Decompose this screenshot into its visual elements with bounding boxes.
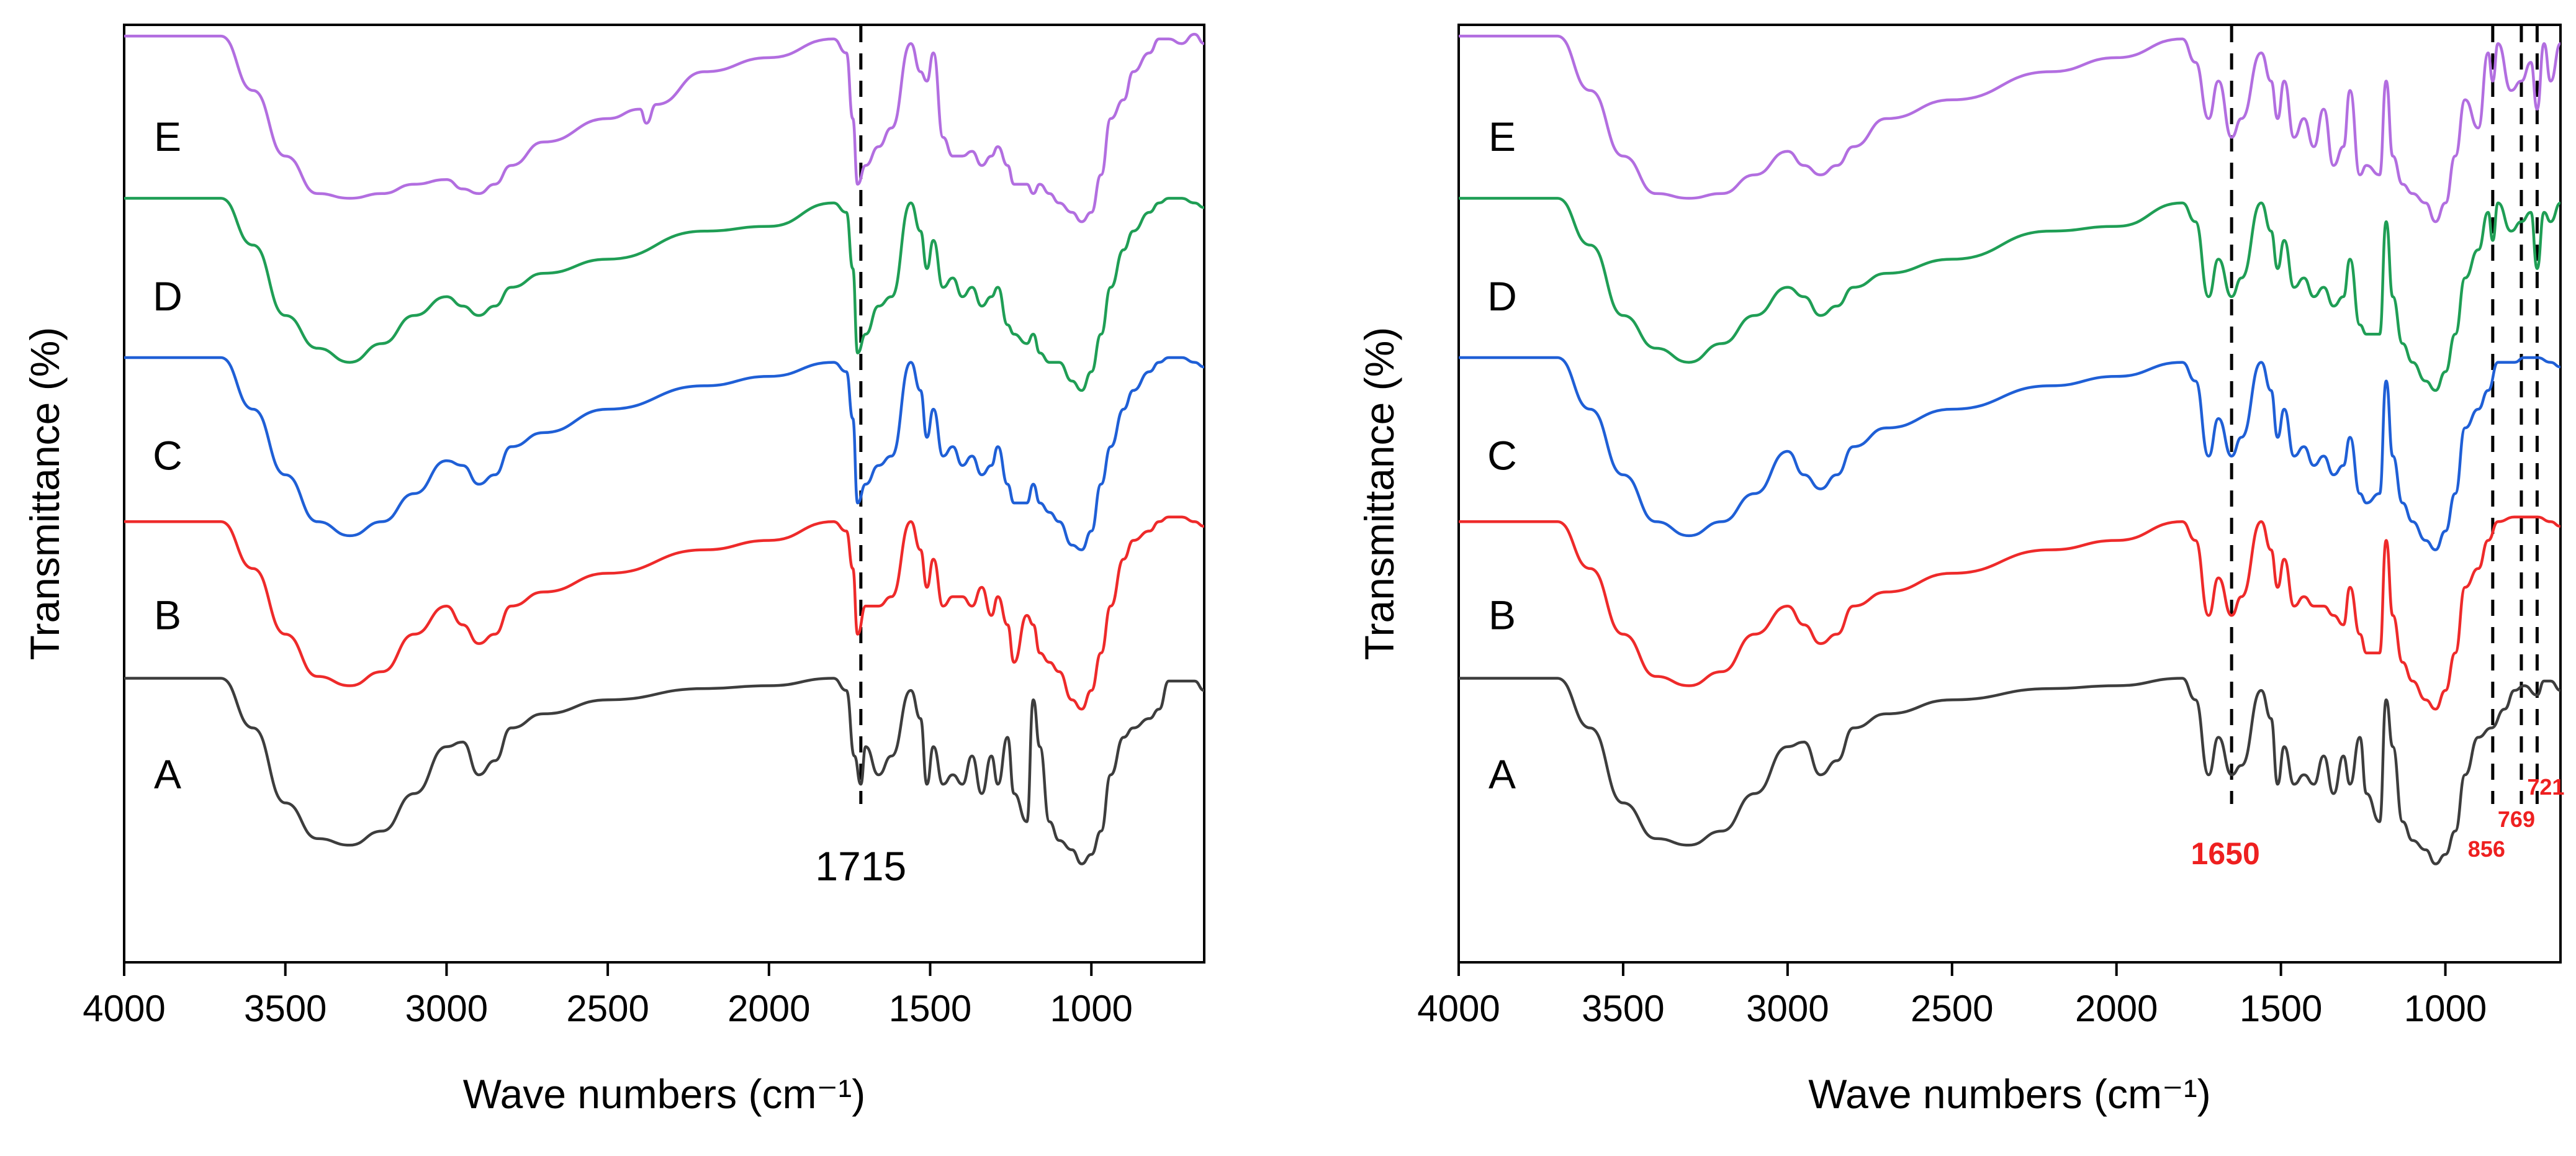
series-label-E: E bbox=[154, 114, 181, 160]
x-tick-label: 1500 bbox=[889, 988, 971, 1029]
series-line-A bbox=[1458, 677, 2561, 865]
reference-label: 721 bbox=[2527, 774, 2564, 800]
x-tick-label: 3500 bbox=[244, 988, 327, 1029]
y-axis-label: Transmittance (%) bbox=[1356, 327, 1402, 661]
left-panel: 4000 3500 3000 2500 2000 1500 1000 Wave numbers… bbox=[22, 24, 1205, 1117]
x-tick-label: 3000 bbox=[405, 988, 488, 1029]
series-label-A: A bbox=[1488, 751, 1516, 797]
plot-frame bbox=[123, 24, 1205, 964]
series-label-E: E bbox=[1488, 114, 1516, 160]
plot-frame bbox=[1457, 24, 2562, 964]
series-line-B bbox=[124, 515, 1205, 711]
reference-label: 1650 bbox=[2191, 836, 2260, 871]
x-axis-label: Wave numbers (cm⁻¹) bbox=[1808, 1071, 2210, 1117]
series-label-D: D bbox=[153, 273, 182, 319]
series-label-C: C bbox=[1487, 433, 1517, 479]
series-line-C bbox=[124, 356, 1205, 551]
reference-label: 856 bbox=[2468, 836, 2505, 862]
reference-label: 769 bbox=[2498, 806, 2535, 832]
series-line-D bbox=[1459, 197, 2561, 392]
series-line-E bbox=[1459, 34, 2562, 224]
x-tick-label: 4000 bbox=[83, 988, 165, 1029]
x-tick-label: 3500 bbox=[1582, 988, 1664, 1029]
x-tick-label: 4000 bbox=[1417, 988, 1500, 1029]
series-line-D bbox=[124, 197, 1205, 392]
x-tick-label: 2000 bbox=[727, 988, 810, 1029]
x-axis-label: Wave numbers (cm⁻¹) bbox=[463, 1071, 865, 1117]
x-tick-label: 2000 bbox=[2075, 988, 2158, 1029]
series-label-A: A bbox=[154, 751, 181, 797]
series-line-A bbox=[124, 677, 1205, 865]
series-label-B: B bbox=[154, 592, 181, 638]
y-axis-label: Transmittance (%) bbox=[22, 327, 68, 661]
x-tick-label: 1000 bbox=[1050, 988, 1132, 1029]
series-label-B: B bbox=[1488, 592, 1516, 638]
right-panel: 4000 3500 3000 2500 2000 1500 1000 Wave numbers… bbox=[1356, 24, 2564, 1117]
series-line-B bbox=[1458, 515, 2561, 711]
series-label-C: C bbox=[153, 433, 182, 479]
x-tick-label: 3000 bbox=[1746, 988, 1829, 1029]
x-tick-label: 2500 bbox=[566, 988, 649, 1029]
x-tick-label: 1000 bbox=[2404, 988, 2487, 1029]
reference-label: 1715 bbox=[815, 843, 906, 889]
x-tick-label: 2500 bbox=[1911, 988, 1993, 1029]
series-line-E bbox=[124, 32, 1205, 224]
series-label-D: D bbox=[1487, 273, 1517, 319]
x-tick-label: 1500 bbox=[2240, 988, 2322, 1029]
series-line-C bbox=[1459, 356, 2561, 551]
